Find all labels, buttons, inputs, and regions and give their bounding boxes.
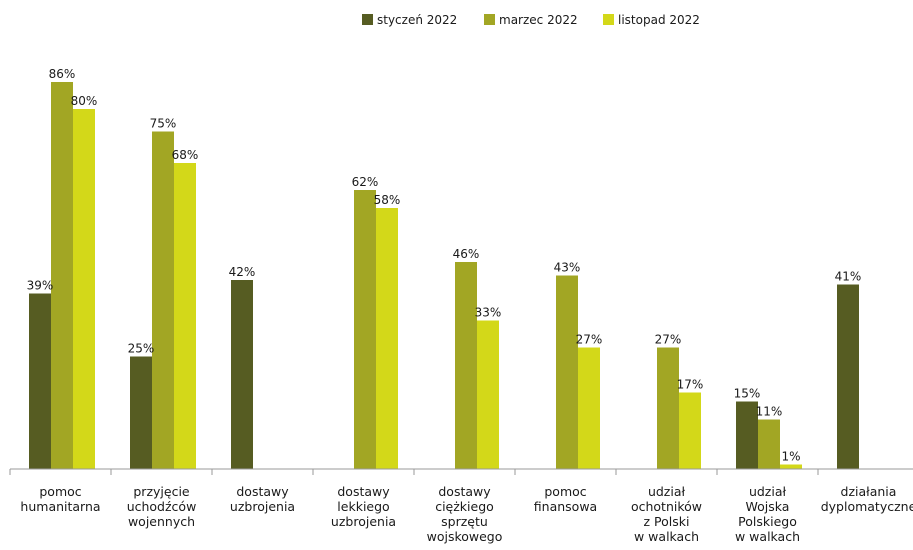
bar (477, 320, 499, 469)
bar (556, 275, 578, 469)
category-label-line: sprzętu (441, 514, 488, 529)
bar-value-label: 27% (655, 333, 682, 347)
category-label-line: pomoc (39, 484, 81, 499)
bar (29, 293, 51, 469)
legend: styczeń 2022 marzec 2022 listopad 2022 (362, 13, 700, 27)
bar (758, 419, 780, 469)
bar (152, 131, 174, 469)
category-label: udział Wojska Polskiego w walkach (735, 484, 800, 544)
x-axis-ticks (9, 469, 819, 475)
bar-value-label: 58% (374, 193, 401, 207)
category-label: dostawy uzbrojenia (230, 484, 295, 514)
category-label-line: w walkach (634, 529, 699, 544)
category-label-line: humanitarna (20, 499, 100, 514)
category-label-line: dostawy (337, 484, 390, 499)
legend-label: marzec 2022 (499, 13, 578, 27)
bar (837, 284, 859, 469)
category-label: dostawy lekkiego uzbrojenia (331, 484, 396, 529)
category-label: pomoc humanitarna (20, 484, 100, 514)
bar (73, 109, 95, 469)
legend-swatch (603, 14, 614, 25)
category-label-line: ochotników (631, 499, 702, 514)
bar-value-label: 39% (27, 279, 54, 293)
bars (29, 82, 859, 469)
bar-value-label: 41% (835, 270, 862, 284)
category-label: przyjęcie uchodźców wojennych (127, 484, 197, 529)
category-label: dostawy ciężkiego sprzętu wojskowego (427, 484, 503, 544)
bar (51, 82, 73, 469)
bar-value-label: 42% (229, 265, 256, 279)
category-label-line: lekkiego (337, 499, 389, 514)
category-label-line: Polskiego (738, 514, 797, 529)
bar (780, 464, 802, 469)
category-label-line: działania (841, 484, 897, 499)
bar-value-label: 1% (781, 450, 800, 464)
bar (130, 356, 152, 469)
category-label: pomoc finansowa (534, 484, 597, 514)
category-label: udział ochotników z Polski w walkach (631, 484, 702, 544)
category-label-line: uzbrojenia (230, 499, 295, 514)
category-label-line: udział (648, 484, 686, 499)
bar-value-label: 25% (128, 342, 155, 356)
bar-value-label: 62% (352, 175, 379, 189)
bar (376, 208, 398, 469)
category-label-line: finansowa (534, 499, 597, 514)
category-label-line: udział (749, 484, 787, 499)
category-label-line: w walkach (735, 529, 800, 544)
bar (657, 347, 679, 469)
category-label-line: dyplomatyczne (821, 499, 913, 514)
bar-value-label: 11% (756, 405, 783, 419)
bar (455, 262, 477, 469)
category-label-line: wojennych (128, 514, 195, 529)
legend-swatch (362, 14, 373, 25)
bar-value-label: 27% (576, 333, 603, 347)
value-labels: 39% 25% 42% 15% 41% 86% 75% 62% 46% 43% 27% 11% 80% 6… (27, 67, 862, 464)
category-label: działania dyplomatyczne (821, 484, 913, 514)
category-label-line: dostawy (438, 484, 491, 499)
legend-swatch (484, 14, 495, 25)
bar (231, 280, 253, 469)
bar-value-label: 43% (554, 261, 581, 275)
bar-value-label: 86% (49, 67, 76, 81)
bar-value-label: 15% (734, 387, 761, 401)
bar (174, 163, 196, 469)
category-label-line: uchodźców (127, 499, 197, 514)
bar (354, 190, 376, 469)
category-label-line: ciężkiego (435, 499, 494, 514)
bar (736, 401, 758, 469)
bar-value-label: 33% (475, 306, 502, 320)
category-label-line: Wojska (746, 499, 790, 514)
bar (679, 392, 701, 469)
legend-label: styczeń 2022 (377, 13, 457, 27)
category-label-line: dostawy (236, 484, 289, 499)
category-label-line: z Polski (644, 514, 690, 529)
category-label-line: pomoc (544, 484, 586, 499)
category-label-line: wojskowego (427, 529, 503, 544)
bar-value-label: 17% (677, 378, 704, 392)
bar-value-label: 46% (453, 247, 480, 261)
bar-value-label: 68% (172, 148, 199, 162)
category-label-line: przyjęcie (133, 484, 190, 499)
category-label-line: uzbrojenia (331, 514, 396, 529)
bar-value-label: 75% (150, 117, 177, 131)
bar (578, 347, 600, 469)
legend-label: listopad 2022 (618, 13, 700, 27)
bar-value-label: 80% (71, 94, 98, 108)
